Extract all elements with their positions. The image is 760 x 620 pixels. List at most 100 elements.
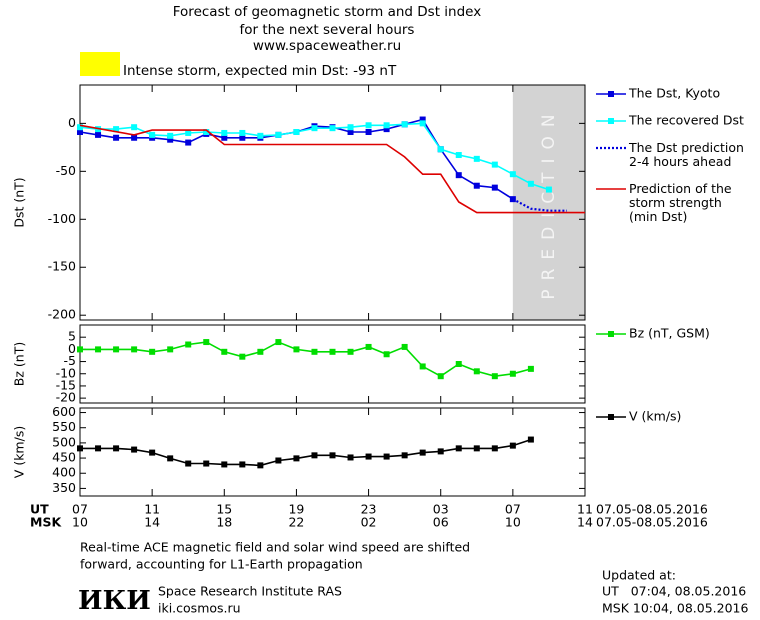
y-tick-label: -10 <box>56 365 76 380</box>
y-tick-label: 500 <box>52 434 76 449</box>
data-point <box>203 339 210 346</box>
x-tick-label: 10 <box>505 515 521 530</box>
legend-marker <box>608 91 614 97</box>
note: Real-time ACE magnetic field and solar w… <box>80 540 470 555</box>
data-point <box>293 129 300 135</box>
data-point <box>257 348 264 355</box>
data-point <box>185 129 192 136</box>
data-point <box>329 348 336 355</box>
legend-label: The Dst, Kyoto <box>628 86 720 101</box>
data-point <box>131 134 138 141</box>
data-point <box>311 125 318 132</box>
data-point <box>329 125 336 132</box>
data-point <box>149 348 156 355</box>
data-point <box>509 196 516 203</box>
data-point <box>419 116 426 123</box>
data-point <box>95 131 102 138</box>
data-point <box>545 186 552 193</box>
data-point <box>455 445 462 452</box>
y-tick-label: 600 <box>52 404 76 419</box>
y-tick-label: 450 <box>52 450 76 465</box>
data-point <box>185 460 192 467</box>
data-point <box>419 363 426 370</box>
data-point <box>383 126 390 133</box>
x-row-name: UT <box>30 502 49 517</box>
plot-frame <box>79 407 586 497</box>
data-point <box>221 129 228 136</box>
site-url: www.spaceweather.ru <box>253 38 401 54</box>
data-point <box>437 373 444 380</box>
x-tick-label: 18 <box>216 515 232 530</box>
logo: ИКИ <box>78 586 151 616</box>
storm-level-box <box>80 52 120 76</box>
y-tick-label: -20 <box>56 390 76 405</box>
data-point <box>113 126 120 133</box>
x-tick-label: 03 <box>433 502 449 517</box>
x-tick-label: 07 <box>505 502 521 517</box>
data-point <box>293 346 300 353</box>
x-tick-label: 15 <box>216 502 232 517</box>
data-point <box>365 453 372 460</box>
x-row-date: 07.05-08.05.2016 <box>596 515 708 530</box>
data-point <box>401 343 408 350</box>
data-point <box>491 373 498 380</box>
legend-label: The recovered Dst <box>628 113 744 128</box>
data-point <box>95 445 102 452</box>
x-tick-label: 11 <box>577 502 593 517</box>
title: Forecast of geomagnetic storm and Dst in… <box>173 4 481 20</box>
data-point <box>167 455 174 462</box>
data-point <box>491 445 498 452</box>
x-tick-label: 14 <box>577 515 593 530</box>
data-point <box>509 442 516 449</box>
data-point <box>257 132 264 139</box>
data-point <box>131 124 138 131</box>
data-point <box>221 134 228 141</box>
data-point <box>113 346 120 353</box>
data-point <box>455 172 462 179</box>
x-tick-label: 06 <box>433 515 449 530</box>
data-point <box>455 361 462 367</box>
y-axis-label: Dst (nT) <box>12 177 27 227</box>
data-point <box>365 129 372 135</box>
updated-msk: MSK 10:04, 08.05.2016 <box>602 601 748 616</box>
data-point <box>275 457 282 464</box>
data-point <box>329 452 336 459</box>
y-tick-label: -5 <box>64 353 76 368</box>
data-point <box>401 452 408 459</box>
data-point <box>293 455 300 462</box>
data-point <box>419 120 426 127</box>
data-point <box>437 146 444 153</box>
data-point <box>401 121 408 128</box>
data-point <box>203 129 210 135</box>
y-tick-label: -15 <box>56 377 76 392</box>
data-point <box>149 449 156 456</box>
updated-ut: UT 07:04, 08.05.2016 <box>602 584 746 599</box>
data-point <box>419 449 426 456</box>
y-tick-label: 0 <box>68 341 76 356</box>
y-tick-label: -50 <box>56 163 76 178</box>
data-point <box>257 462 264 469</box>
x-tick-label: 14 <box>144 515 160 530</box>
data-point <box>77 445 83 452</box>
data-point <box>203 460 210 467</box>
data-point <box>185 139 192 146</box>
data-point <box>527 365 534 372</box>
y-tick-label: -200 <box>48 307 76 322</box>
data-point <box>311 348 318 355</box>
data-point <box>185 341 192 348</box>
data-point <box>509 370 516 377</box>
x-row-name: MSK <box>30 515 62 530</box>
x-tick-label: 07 <box>72 502 88 517</box>
data-point <box>473 368 480 375</box>
institute-site: iki.cosmos.ru <box>158 601 241 616</box>
x-tick-label: 10 <box>72 515 88 530</box>
data-point <box>365 343 372 350</box>
data-point <box>239 129 246 136</box>
data-point <box>473 155 480 162</box>
data-point <box>77 129 83 135</box>
storm-label: Intense storm, expected min Dst: -93 nT <box>123 63 397 79</box>
x-tick-label: 23 <box>361 502 377 517</box>
data-point <box>437 448 444 455</box>
data-point <box>383 122 390 129</box>
